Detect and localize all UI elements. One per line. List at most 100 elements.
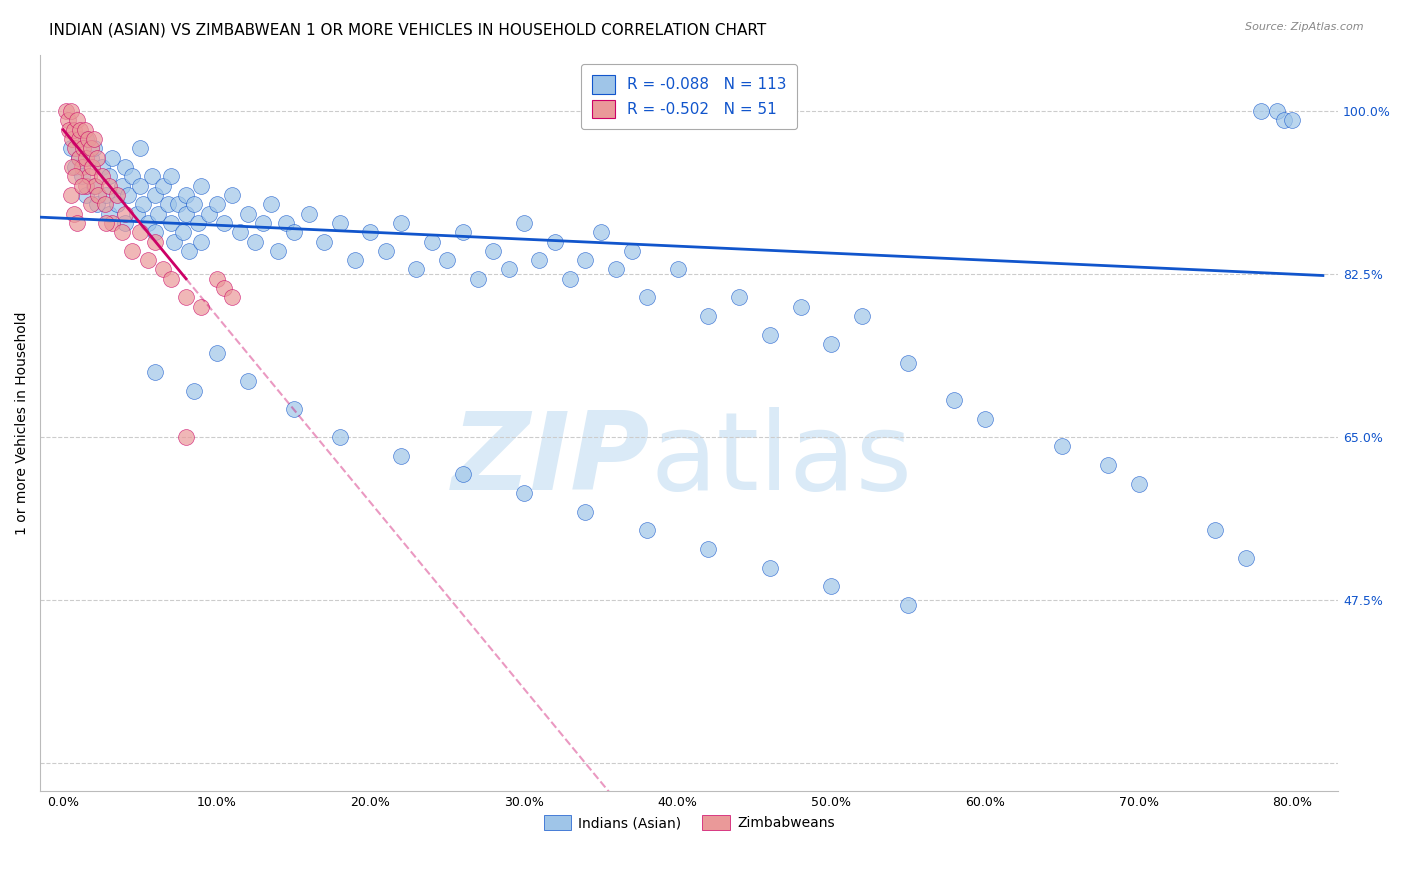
- Point: [214, 281, 236, 295]
- Point: [66, 113, 89, 128]
- Point: [90, 169, 112, 184]
- Point: [389, 216, 412, 230]
- Point: [205, 197, 228, 211]
- Point: [205, 272, 228, 286]
- Point: [76, 132, 98, 146]
- Point: [86, 197, 108, 211]
- Point: [498, 262, 520, 277]
- Point: [114, 206, 136, 220]
- Point: [67, 132, 90, 146]
- Point: [156, 197, 179, 211]
- Point: [943, 392, 966, 407]
- Point: [759, 560, 782, 574]
- Point: [574, 253, 596, 268]
- Point: [96, 216, 118, 230]
- Point: [245, 235, 267, 249]
- Point: [1128, 476, 1150, 491]
- Point: [529, 253, 551, 268]
- Text: atlas: atlas: [650, 407, 912, 513]
- Point: [55, 103, 77, 118]
- Point: [190, 178, 212, 193]
- Point: [83, 178, 105, 193]
- Point: [98, 206, 121, 220]
- Point: [728, 290, 751, 304]
- Point: [974, 411, 997, 425]
- Point: [190, 235, 212, 249]
- Point: [159, 169, 181, 184]
- Point: [75, 132, 97, 146]
- Point: [314, 235, 336, 249]
- Point: [129, 178, 152, 193]
- Point: [56, 113, 79, 128]
- Point: [174, 430, 197, 444]
- Point: [636, 524, 658, 538]
- Point: [544, 235, 567, 249]
- Point: [86, 151, 108, 165]
- Point: [98, 169, 121, 184]
- Point: [513, 486, 536, 500]
- Point: [214, 216, 236, 230]
- Point: [148, 206, 170, 220]
- Point: [283, 225, 305, 239]
- Point: [252, 216, 274, 230]
- Point: [77, 169, 100, 184]
- Point: [105, 188, 128, 202]
- Point: [374, 244, 396, 258]
- Legend: Indians (Asian), Zimbabweans: Indians (Asian), Zimbabweans: [538, 810, 841, 836]
- Point: [183, 197, 205, 211]
- Point: [101, 151, 124, 165]
- Point: [87, 188, 110, 202]
- Point: [298, 206, 321, 220]
- Point: [159, 272, 181, 286]
- Point: [1281, 113, 1303, 128]
- Point: [697, 541, 720, 556]
- Point: [558, 272, 581, 286]
- Point: [205, 346, 228, 360]
- Point: [174, 206, 197, 220]
- Point: [620, 244, 643, 258]
- Point: [167, 197, 190, 211]
- Point: [1265, 103, 1288, 118]
- Point: [259, 197, 281, 211]
- Point: [69, 122, 91, 136]
- Point: [236, 206, 259, 220]
- Point: [132, 197, 155, 211]
- Point: [70, 160, 93, 174]
- Point: [136, 216, 159, 230]
- Point: [329, 216, 352, 230]
- Point: [1250, 103, 1272, 118]
- Point: [72, 141, 94, 155]
- Point: [121, 244, 143, 258]
- Point: [1204, 524, 1226, 538]
- Point: [65, 141, 87, 155]
- Point: [129, 141, 152, 155]
- Point: [697, 309, 720, 323]
- Point: [329, 430, 352, 444]
- Point: [789, 300, 811, 314]
- Point: [152, 262, 174, 277]
- Point: [187, 216, 209, 230]
- Point: [389, 449, 412, 463]
- Point: [179, 244, 201, 258]
- Point: [66, 216, 89, 230]
- Point: [114, 160, 136, 174]
- Point: [482, 244, 505, 258]
- Point: [143, 188, 166, 202]
- Point: [83, 132, 105, 146]
- Point: [236, 374, 259, 388]
- Point: [59, 141, 82, 155]
- Point: [589, 225, 612, 239]
- Point: [1274, 113, 1296, 128]
- Point: [1050, 440, 1073, 454]
- Point: [117, 188, 139, 202]
- Point: [159, 216, 181, 230]
- Point: [451, 225, 474, 239]
- Point: [897, 356, 920, 370]
- Text: INDIAN (ASIAN) VS ZIMBABWEAN 1 OR MORE VEHICLES IN HOUSEHOLD CORRELATION CHART: INDIAN (ASIAN) VS ZIMBABWEAN 1 OR MORE V…: [49, 22, 766, 37]
- Point: [152, 178, 174, 193]
- Point: [80, 151, 103, 165]
- Point: [83, 141, 105, 155]
- Point: [67, 151, 90, 165]
- Point: [121, 169, 143, 184]
- Point: [63, 122, 86, 136]
